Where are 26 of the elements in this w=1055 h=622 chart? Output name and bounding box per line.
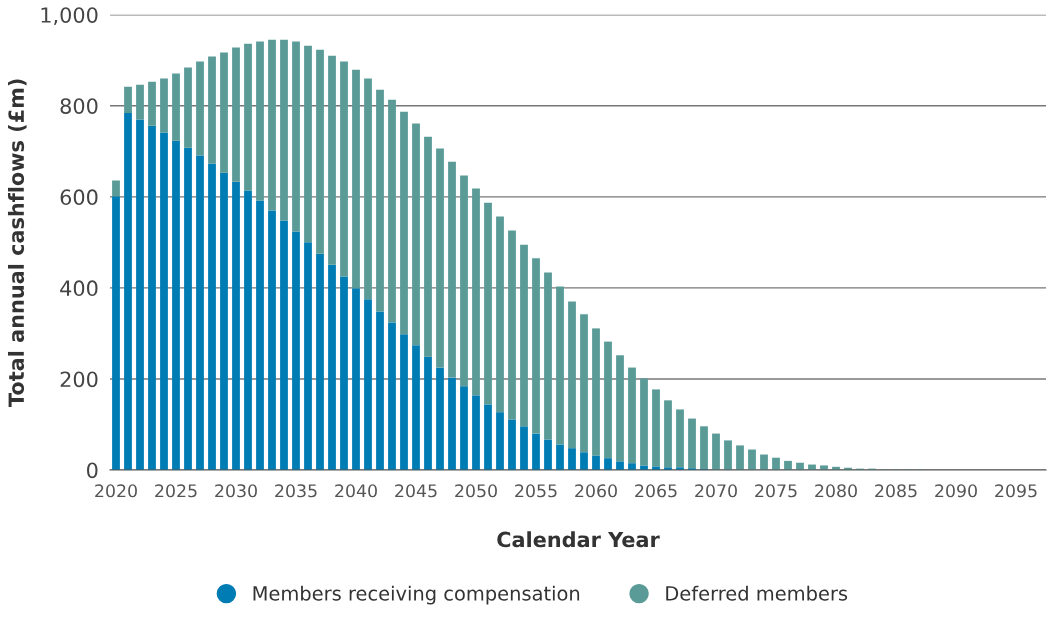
legend-label: Members receiving compensation xyxy=(253,585,580,605)
y-tick-label: 1,000 xyxy=(41,7,98,26)
x-tick-label: 2075 xyxy=(755,484,797,498)
y-tick-label: 600 xyxy=(60,189,98,206)
y-axis-title: Total annual cashflows (£m) xyxy=(7,79,27,407)
x-tick-label: 2020 xyxy=(95,484,137,498)
x-tick-label: 2030 xyxy=(215,484,257,498)
x-tick-label: 2065 xyxy=(635,484,677,498)
legend-label: Deferred members xyxy=(666,585,848,601)
y-tick-label: 400 xyxy=(60,280,98,297)
x-tick-label: 2025 xyxy=(155,484,197,498)
x-tick-label: 2055 xyxy=(515,484,557,498)
x-tick-label: 2085 xyxy=(875,484,917,498)
x-tick-label: 2095 xyxy=(995,484,1037,498)
x-axis-title: Calendar Year xyxy=(497,531,660,548)
x-tick-label: 2070 xyxy=(695,484,737,498)
y-tick-label: 800 xyxy=(60,98,98,114)
x-tick-label: 2090 xyxy=(935,484,977,498)
x-tick-label: 2050 xyxy=(455,484,497,498)
x-tick-label: 2060 xyxy=(575,484,617,498)
x-tick-label: 2040 xyxy=(335,484,377,498)
y-tick-label: 200 xyxy=(60,371,98,388)
x-tick-label: 2035 xyxy=(275,484,317,498)
x-tick-label: 2080 xyxy=(815,484,857,498)
y-tick-label: 0 xyxy=(87,462,98,479)
x-tick-label: 2045 xyxy=(395,484,437,498)
